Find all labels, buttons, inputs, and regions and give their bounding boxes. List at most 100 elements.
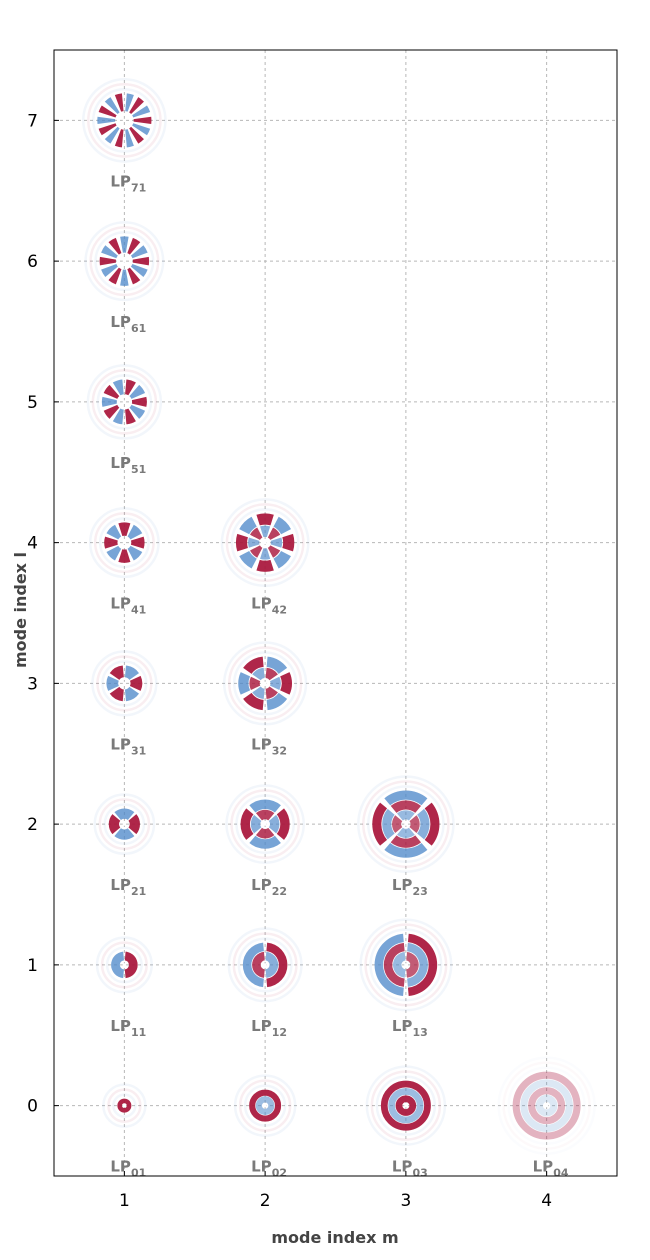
mode-lp22: LP22 <box>225 784 305 898</box>
mode-lobe <box>129 97 144 114</box>
mode-halo <box>89 226 160 297</box>
mode-lobe <box>267 527 281 540</box>
mode-lobe <box>101 264 118 278</box>
mode-lobe <box>256 513 274 526</box>
mode-lobe <box>266 656 288 674</box>
mode-lobe <box>249 676 261 690</box>
mode-lobe <box>114 93 124 112</box>
mode-halo <box>88 507 160 579</box>
mode-lobe <box>103 384 120 399</box>
y-tick-label-1: 1 <box>27 956 38 976</box>
mode-label-lp12: LP12 <box>251 1017 287 1039</box>
mode-lobe <box>103 404 120 419</box>
mode-halo <box>227 927 303 1003</box>
mode-center <box>263 1104 267 1108</box>
mode-lobe <box>111 951 124 979</box>
mode-halo <box>357 775 455 873</box>
mode-label-lp61: LP61 <box>110 313 146 335</box>
mode-ring <box>380 1080 431 1131</box>
mode-halo <box>225 503 305 583</box>
mode-label-lp51: LP51 <box>110 454 146 476</box>
mode-lobe <box>133 116 152 125</box>
mode-lobe <box>104 536 118 549</box>
mode-lp13: LP13 <box>359 918 453 1039</box>
mode-lobe <box>249 835 281 849</box>
mode-lobe <box>270 537 283 548</box>
mode-label-lp31: LP31 <box>110 735 146 757</box>
mode-lobe <box>132 123 151 136</box>
mode-halo <box>91 650 158 717</box>
mode-label-lp41: LP41 <box>110 595 146 617</box>
y-tick-label-5: 5 <box>27 393 38 413</box>
mode-halo <box>107 1088 142 1123</box>
mode-lobe <box>382 808 395 840</box>
mode-center <box>545 1104 549 1108</box>
mode-lobe <box>409 815 420 833</box>
mode-halo <box>369 928 443 1002</box>
x-tick-label-2: 2 <box>260 1191 271 1211</box>
y-axis-title: mode index l <box>11 552 30 668</box>
mode-halo <box>235 794 295 854</box>
mode-label-lp21: LP21 <box>110 876 146 898</box>
mode-lobe <box>390 800 422 813</box>
mode-center <box>404 822 408 826</box>
mode-lp32: LP32 <box>222 641 308 757</box>
mode-lp61: LP61 <box>84 221 165 335</box>
mode-lobe <box>129 384 146 399</box>
mode-lobe <box>130 264 148 278</box>
mode-ring <box>117 1098 132 1113</box>
mode-lp03: LP03 <box>365 1065 447 1180</box>
mode-lobe <box>267 545 281 558</box>
mode-halo <box>232 651 298 716</box>
mode-lobe <box>255 827 275 839</box>
mode-lobe <box>125 93 134 112</box>
mode-halo <box>98 517 150 569</box>
mode-lobe <box>266 692 288 711</box>
mode-lobe <box>127 545 143 561</box>
mode-lobe <box>120 269 129 286</box>
mode-center <box>263 822 267 826</box>
mode-lobe <box>265 667 278 681</box>
mode-lobe <box>384 842 428 858</box>
mode-lobe <box>124 951 138 979</box>
mode-lobe <box>235 533 248 552</box>
mode-lp12: LP12 <box>227 927 303 1039</box>
mode-label-lp71: LP71 <box>110 172 146 194</box>
mode-halo <box>362 780 450 868</box>
mode-lobe <box>112 408 124 425</box>
mode-lobe <box>406 952 419 978</box>
mode-lobe <box>383 942 405 987</box>
mode-lobe <box>243 656 264 674</box>
mode-lobe <box>266 942 288 988</box>
mode-lobe <box>124 686 140 702</box>
mode-halo <box>230 789 300 859</box>
mode-halo <box>375 1075 437 1136</box>
mode-ring <box>249 1089 282 1122</box>
mode-lobe <box>101 245 118 259</box>
mode-lobe <box>128 814 140 835</box>
mode-lobe <box>397 810 415 821</box>
mode-lobe <box>282 533 295 552</box>
mode-lp23: LP23 <box>357 775 455 898</box>
mode-center <box>404 963 408 967</box>
mode-label-lp22: LP22 <box>251 876 287 898</box>
mode-lobe <box>99 256 116 266</box>
mode-lobe <box>252 951 265 978</box>
mode-lobe <box>132 256 150 266</box>
mode-ring <box>520 1079 573 1132</box>
mode-center <box>122 822 126 826</box>
mode-lobe <box>242 942 264 988</box>
mode-lobe <box>114 828 135 840</box>
mode-lobe <box>118 549 131 563</box>
mode-halo <box>370 1070 442 1141</box>
mode-center <box>122 259 126 263</box>
mode-lobe <box>384 790 428 806</box>
mode-lobe <box>265 951 279 978</box>
mode-lobe <box>129 675 143 691</box>
mode-halo <box>84 221 165 302</box>
mode-halo <box>237 937 293 993</box>
mode-lp21: LP21 <box>93 793 156 898</box>
mode-lobe <box>273 516 291 535</box>
x-axis-ticks: 1 2 3 4 <box>119 1171 552 1211</box>
